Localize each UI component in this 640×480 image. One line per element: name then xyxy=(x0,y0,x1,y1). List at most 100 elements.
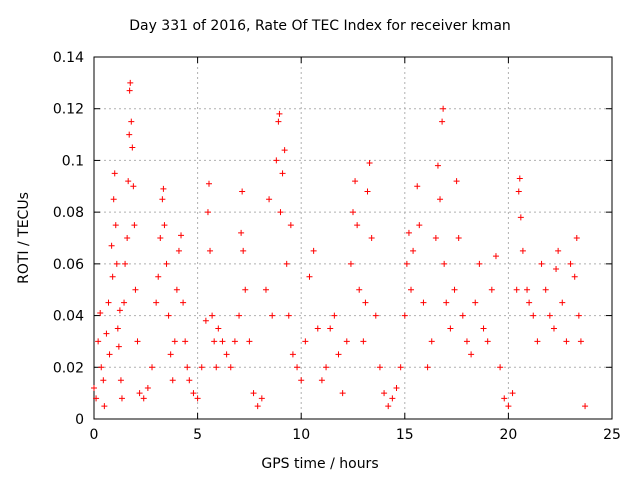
data-point xyxy=(294,364,301,371)
data-point xyxy=(582,403,589,410)
data-point xyxy=(410,247,417,254)
data-point xyxy=(405,229,412,236)
data-point xyxy=(277,209,284,216)
data-point xyxy=(302,338,309,345)
grid-lines xyxy=(94,57,612,419)
data-point xyxy=(515,188,522,195)
data-point xyxy=(443,299,450,306)
data-point xyxy=(567,260,574,267)
x-tick-label: 10 xyxy=(292,427,310,443)
data-point xyxy=(376,364,383,371)
data-point xyxy=(546,312,553,319)
data-point xyxy=(178,232,185,239)
data-point xyxy=(472,299,479,306)
data-point xyxy=(279,170,286,177)
data-point xyxy=(258,395,265,402)
data-point xyxy=(113,260,120,267)
data-point xyxy=(497,364,504,371)
data-point xyxy=(347,260,354,267)
y-tick-label: 0 xyxy=(75,412,84,428)
data-point xyxy=(501,395,508,402)
data-point xyxy=(160,185,167,192)
x-tick-label: 15 xyxy=(396,427,414,443)
data-point xyxy=(136,390,143,397)
data-point xyxy=(434,162,441,169)
data-point xyxy=(453,178,460,185)
data-point xyxy=(335,351,342,358)
data-point xyxy=(517,214,524,221)
y-tick-label: 0.08 xyxy=(53,205,84,221)
data-point xyxy=(281,147,288,154)
data-point xyxy=(250,390,257,397)
data-point xyxy=(238,229,245,236)
data-point xyxy=(149,364,156,371)
data-point xyxy=(108,242,115,249)
data-point xyxy=(262,286,269,293)
data-point xyxy=(366,160,373,167)
data-point xyxy=(287,222,294,229)
data-point xyxy=(186,377,193,384)
data-point xyxy=(101,403,108,410)
data-point xyxy=(273,157,280,164)
data-point xyxy=(573,235,580,241)
data-point xyxy=(393,384,400,391)
data-point xyxy=(114,325,121,332)
data-point xyxy=(219,338,226,345)
data-point xyxy=(298,377,305,384)
data-point xyxy=(283,260,290,267)
data-point xyxy=(534,338,541,345)
data-point xyxy=(93,395,100,402)
data-point xyxy=(364,188,371,195)
y-tick-label: 0.12 xyxy=(53,102,84,118)
data-point xyxy=(513,286,520,293)
data-point xyxy=(127,79,134,86)
y-tick-label: 0.1 xyxy=(62,153,84,169)
x-tick-label: 20 xyxy=(499,427,517,443)
data-point xyxy=(153,299,160,306)
data-point xyxy=(516,175,523,182)
data-point xyxy=(488,286,495,293)
data-point xyxy=(414,183,421,190)
data-point xyxy=(542,286,549,293)
data-point xyxy=(204,209,211,216)
data-point xyxy=(117,377,124,384)
data-point xyxy=(111,170,118,177)
data-point xyxy=(126,87,133,94)
data-point xyxy=(246,338,253,345)
data-point xyxy=(124,235,131,241)
data-point xyxy=(115,343,122,350)
data-point xyxy=(140,395,147,402)
data-point xyxy=(439,118,446,125)
data-point xyxy=(571,273,578,280)
data-point xyxy=(459,312,466,319)
data-point xyxy=(327,325,334,332)
data-point xyxy=(209,312,216,319)
data-point xyxy=(182,338,189,345)
data-point xyxy=(492,253,499,260)
data-point xyxy=(129,144,136,151)
data-point xyxy=(266,196,273,203)
data-point xyxy=(239,188,246,195)
data-point xyxy=(91,384,97,391)
data-point xyxy=(134,338,141,345)
data-point xyxy=(254,403,261,410)
data-point xyxy=(211,338,218,345)
data-point xyxy=(575,312,582,319)
data-point xyxy=(131,222,138,229)
x-tick-label: 5 xyxy=(193,427,202,443)
data-point xyxy=(360,338,367,345)
data-point xyxy=(403,260,410,267)
data-point xyxy=(550,325,557,332)
data-point xyxy=(480,325,487,332)
data-point xyxy=(428,338,435,345)
data-point xyxy=(240,247,247,254)
data-point xyxy=(130,183,137,190)
data-point xyxy=(126,131,133,138)
data-point xyxy=(171,338,178,345)
y-tick-label: 0.14 xyxy=(53,50,84,66)
y-tick-label: 0.02 xyxy=(53,360,84,376)
data-point xyxy=(424,364,431,371)
data-point xyxy=(198,364,205,371)
data-point xyxy=(397,364,404,371)
